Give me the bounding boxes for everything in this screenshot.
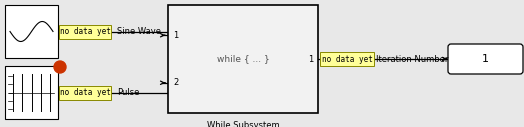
Circle shape xyxy=(54,61,66,73)
Bar xyxy=(168,5,318,113)
Bar xyxy=(320,52,374,66)
Text: While Subsystem: While Subsystem xyxy=(206,121,279,127)
Text: no data yet: no data yet xyxy=(60,88,111,97)
Bar xyxy=(59,25,111,38)
Bar xyxy=(5,5,58,58)
Bar xyxy=(59,85,111,99)
Bar xyxy=(5,66,58,119)
Text: 1: 1 xyxy=(308,54,313,64)
Text: 2: 2 xyxy=(173,78,178,87)
Text: no data yet: no data yet xyxy=(60,27,111,36)
Text: Iteration Number: Iteration Number xyxy=(376,54,449,64)
Text: Sine Wave: Sine Wave xyxy=(117,27,161,36)
Text: 1: 1 xyxy=(173,31,178,40)
Text: Pulse: Pulse xyxy=(117,88,139,97)
Text: while { ... }: while { ... } xyxy=(216,54,269,64)
FancyBboxPatch shape xyxy=(448,44,523,74)
Text: no data yet: no data yet xyxy=(322,54,373,64)
Text: 1: 1 xyxy=(482,54,489,64)
